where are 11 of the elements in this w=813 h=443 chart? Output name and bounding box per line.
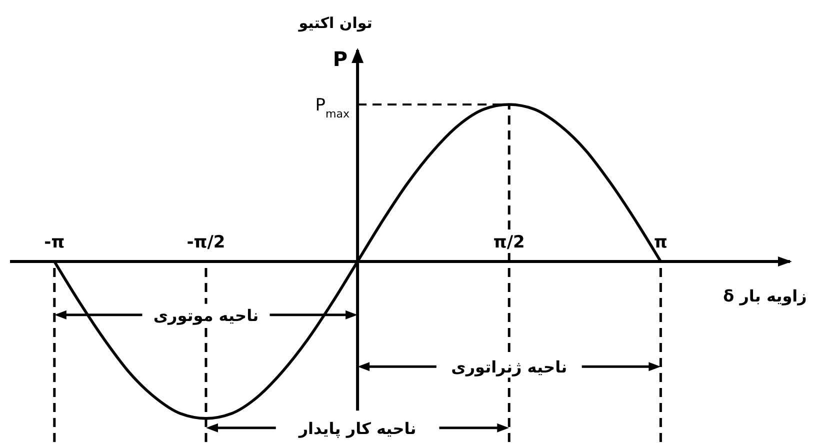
- x-axis-title: زاویه بار δ: [723, 286, 807, 306]
- x-tick-label: π: [654, 232, 668, 252]
- annotation: ناحیه ژنراتوری: [451, 358, 568, 377]
- y-axis-title: توان اکتیو: [298, 14, 372, 32]
- annotation: ناحیه موتوری: [153, 306, 259, 325]
- ref-line-label: P$_{max}$: [315, 96, 350, 120]
- x-tick-label: π/2: [493, 232, 525, 252]
- text: ناحیه کار پایدار: [298, 418, 416, 438]
- x-tick-label: -π/2: [186, 232, 226, 252]
- text: P: [332, 47, 348, 71]
- x-tick-label: -π: [44, 232, 65, 252]
